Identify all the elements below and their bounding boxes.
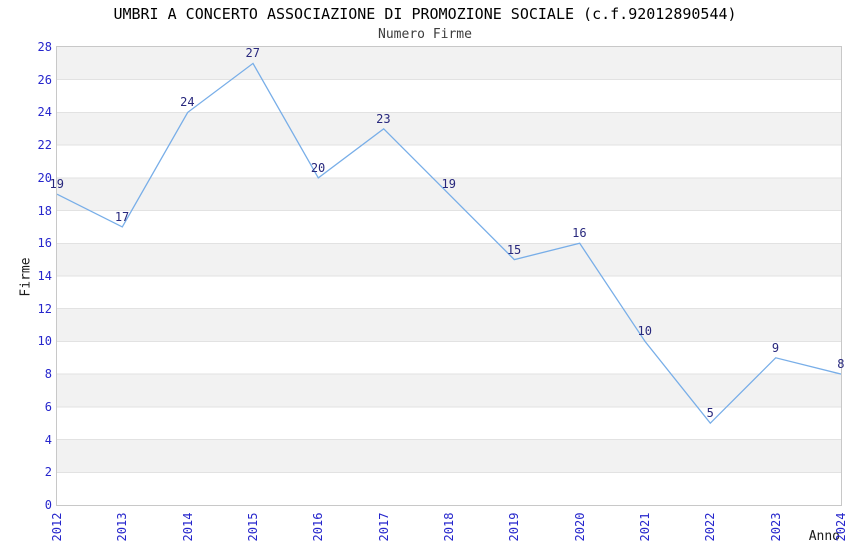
series-line — [57, 62, 841, 425]
y-tick-label: 2 — [44, 465, 52, 480]
y-tick-label: 20 — [37, 170, 52, 185]
x-tick-label: 2019 — [507, 512, 522, 542]
x-tick-label: 2018 — [442, 512, 456, 542]
x-tick-label: 2022 — [703, 512, 718, 542]
grid-band — [57, 112, 841, 146]
y-tick-label: 26 — [37, 72, 52, 87]
data-point-label: 19 — [441, 177, 456, 192]
data-point-label: 27 — [245, 46, 260, 61]
data-point-label: 16 — [572, 226, 587, 241]
chart-subtitle: Numero Firme — [378, 27, 472, 42]
y-tick-label: 14 — [37, 269, 52, 283]
grid-band — [57, 47, 841, 80]
grid-band — [57, 439, 841, 473]
x-tick-label: 2024 — [834, 512, 848, 542]
data-point-label: 15 — [506, 242, 522, 257]
y-tick-label: 12 — [37, 301, 52, 316]
y-tick-label: 24 — [37, 105, 52, 120]
y-tick-label: 0 — [44, 498, 52, 512]
x-tick-label: 2012 — [50, 512, 64, 542]
x-tick-label: 2023 — [768, 512, 783, 542]
data-point-label: 8 — [837, 357, 845, 372]
y-tick-label: 22 — [37, 138, 52, 153]
data-point-label: 19 — [49, 177, 64, 192]
x-tick-label: 2013 — [115, 512, 130, 542]
data-point-label: 23 — [376, 111, 391, 126]
data-point-label: 9 — [771, 340, 780, 355]
chart-title: UMBRI A CONCERTO ASSOCIAZIONE DI PROMOZI… — [113, 5, 737, 23]
grid-band — [57, 243, 841, 276]
x-tick-label: 2016 — [311, 512, 326, 542]
y-tick-label: 10 — [37, 334, 52, 349]
x-axis-title: Anno — [808, 529, 840, 544]
data-point-label: 17 — [114, 209, 130, 224]
y-tick-label: 6 — [44, 399, 52, 414]
x-tick-label: 2014 — [180, 512, 195, 542]
grid-band — [57, 308, 841, 342]
data-point-label: 10 — [637, 324, 652, 339]
y-tick-label: 4 — [44, 432, 52, 447]
data-point-label: 20 — [310, 160, 326, 175]
x-tick-label: 2020 — [572, 512, 587, 542]
y-tick-label: 28 — [37, 40, 52, 54]
plot-area — [56, 46, 842, 506]
x-tick-label: 2015 — [246, 512, 260, 542]
grid-band — [57, 374, 841, 407]
x-tick-label: 2021 — [638, 512, 652, 542]
x-tick-label: 2017 — [376, 512, 391, 542]
plot-canvas — [57, 47, 841, 473]
y-tick-label: 18 — [37, 203, 52, 218]
y-tick-label: 8 — [44, 367, 52, 382]
y-tick-label: 16 — [37, 236, 52, 251]
data-point-label: 24 — [180, 95, 195, 110]
data-point-label: 5 — [706, 406, 714, 421]
